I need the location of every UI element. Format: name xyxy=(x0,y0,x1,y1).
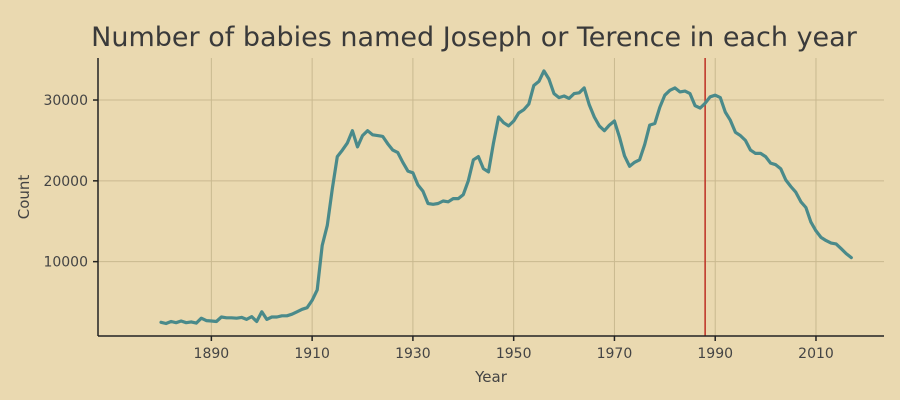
x-tick-label: 1970 xyxy=(597,346,633,362)
y-tick-label: 20000 xyxy=(43,174,88,190)
chart-title: Number of babies named Joseph or Terence… xyxy=(91,22,858,53)
gridlines xyxy=(98,58,884,336)
y-tick-label: 30000 xyxy=(43,93,88,109)
x-tick-label: 2010 xyxy=(798,346,834,362)
x-tick-label: 1930 xyxy=(395,346,431,362)
x-axis-label: Year xyxy=(474,368,508,386)
x-tick-label: 1890 xyxy=(194,346,230,362)
series-line xyxy=(159,69,853,326)
y-tick-label: 10000 xyxy=(43,255,88,271)
x-tick-label: 1950 xyxy=(496,346,532,362)
series-layer xyxy=(159,69,853,326)
x-tick-label: 1910 xyxy=(294,346,330,362)
y-axis-label: Count xyxy=(15,175,33,220)
x-tick-label: 1990 xyxy=(697,346,733,362)
tick-labels: 1890 1910 1930 1950 1970 1990 2010 10000 20000 30… xyxy=(43,93,833,362)
axes xyxy=(93,58,884,341)
